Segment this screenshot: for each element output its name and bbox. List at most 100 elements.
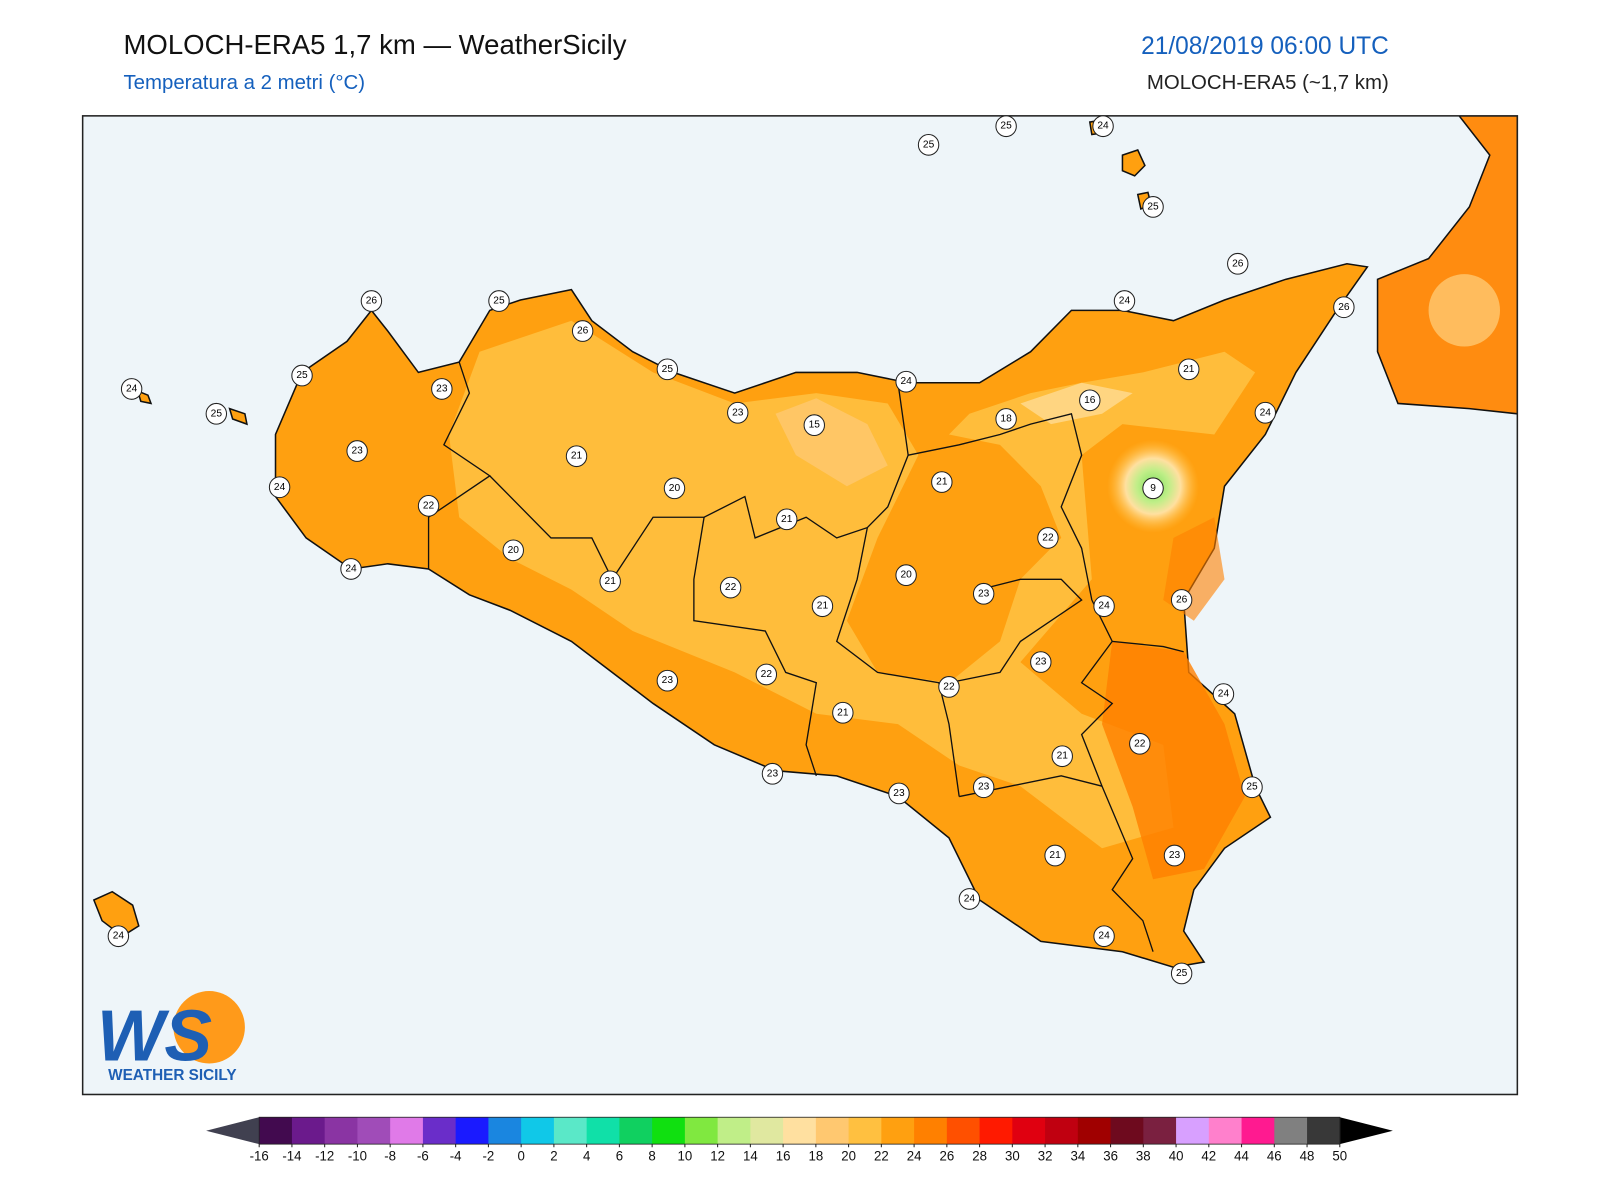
map-frame [81, 115, 1519, 1096]
station-value: 21 [1057, 751, 1069, 762]
station-marker [1170, 589, 1193, 611]
station-marker [803, 414, 825, 437]
station-marker [1044, 844, 1066, 867]
station-marker [1030, 651, 1052, 673]
colorbar-tick-label: 16 [776, 1149, 791, 1164]
station-value: 25 [211, 408, 223, 419]
colorbar-segment [1208, 1117, 1243, 1145]
station-value: 9 [1150, 483, 1156, 494]
station-value: 21 [817, 601, 829, 612]
colorbar-tick-label: 44 [1234, 1149, 1249, 1164]
station-value: 18 [1000, 413, 1012, 424]
station-value: 22 [423, 500, 435, 511]
station-value: 20 [508, 545, 520, 556]
station-marker [776, 508, 798, 531]
station-marker [431, 378, 453, 400]
colorbar-tick-label: 46 [1267, 1149, 1282, 1164]
station-marker [1241, 776, 1263, 799]
province-borders [427, 361, 1184, 952]
colorbar-segment [881, 1117, 915, 1145]
station-marker [1142, 196, 1164, 218]
station-marker [917, 133, 940, 156]
temperature-field [448, 274, 1500, 880]
colorbar-segment [848, 1117, 882, 1145]
colorbar-tick-label: 20 [841, 1149, 856, 1164]
colorbar-tick-label: -6 [417, 1149, 429, 1164]
warm-band [448, 320, 1256, 849]
colorbar-segment [1274, 1117, 1308, 1145]
station-marker [1051, 745, 1073, 768]
colorbar-segment [619, 1117, 653, 1145]
station-value: 25 [296, 370, 308, 381]
station-marker [1093, 925, 1115, 948]
station-value: 24 [1098, 931, 1110, 942]
station-marker [417, 495, 440, 517]
station-marker [571, 320, 594, 342]
colorbar-segment [357, 1117, 391, 1145]
station-marker [938, 676, 960, 698]
colorbar-tick-label: 50 [1332, 1149, 1347, 1164]
station-value: 21 [1049, 850, 1061, 861]
station-value: 25 [1176, 968, 1188, 979]
logo-mark: WS [97, 996, 212, 1077]
station-marker [761, 762, 784, 785]
colorbar-segment [324, 1117, 358, 1145]
station-marker [1227, 252, 1249, 275]
station-value: 23 [732, 407, 744, 418]
datetime: 21/08/2019 06:00 UTC [1141, 33, 1389, 60]
colorbar-segment [946, 1117, 981, 1145]
station-value: 24 [1098, 601, 1110, 612]
island [136, 389, 153, 405]
station-marker [488, 290, 510, 312]
colorbar-segment [1241, 1117, 1275, 1145]
island [228, 407, 248, 426]
station-value: 20 [900, 570, 912, 581]
colorbar-segment [783, 1117, 817, 1145]
cool-band [775, 398, 888, 487]
station-marker [107, 925, 130, 948]
colorbar-segment [979, 1117, 1013, 1145]
station-marker [291, 364, 313, 387]
station-value: 25 [1000, 121, 1012, 132]
colorbar-segment [390, 1117, 424, 1145]
colorbar-tick-label: 34 [1070, 1149, 1085, 1164]
colorbar-tick-label: 0 [517, 1149, 524, 1164]
station-marker [565, 445, 588, 468]
station-value: 20 [669, 483, 681, 494]
colorbar-tick-label: 28 [972, 1149, 987, 1164]
colorbar-tick-label: 42 [1201, 1149, 1216, 1164]
colorbar-tick-label: 38 [1136, 1149, 1151, 1164]
station-marker [895, 370, 917, 393]
colorbar-segment [717, 1117, 751, 1145]
station-value: 22 [761, 669, 773, 680]
station-marker [1129, 732, 1151, 755]
station-marker [268, 476, 291, 499]
station-value: 25 [1246, 782, 1258, 793]
colorbar-tick-label: 8 [648, 1149, 655, 1164]
station-marker [727, 401, 749, 424]
colorbar-segment [586, 1117, 620, 1145]
station-value: 24 [1097, 121, 1109, 132]
station-value: 23 [1169, 850, 1181, 861]
colorbar-segment [684, 1117, 719, 1145]
colorbar-tick-label: 26 [939, 1149, 954, 1164]
station-marker [360, 290, 383, 312]
station-value: 23 [893, 788, 905, 799]
colorbar-tick-label: 30 [1005, 1149, 1020, 1164]
station-value: 23 [978, 782, 990, 793]
cool-band [1020, 382, 1133, 425]
station-value: 24 [1218, 689, 1230, 700]
station-marker [1092, 115, 1114, 138]
subtitle: Temperatura a 2 metri (°C) [123, 71, 365, 94]
station-value: 22 [1042, 532, 1054, 543]
station-value: 24 [1119, 295, 1131, 306]
colorbar-tick-label: 24 [907, 1149, 922, 1164]
station-value: 26 [577, 325, 589, 336]
station-value: 16 [1084, 395, 1096, 406]
colorbar-tick-label: 22 [874, 1149, 889, 1164]
station-value: 26 [366, 295, 378, 306]
station-marker [719, 576, 742, 599]
station-marker [1093, 595, 1115, 618]
